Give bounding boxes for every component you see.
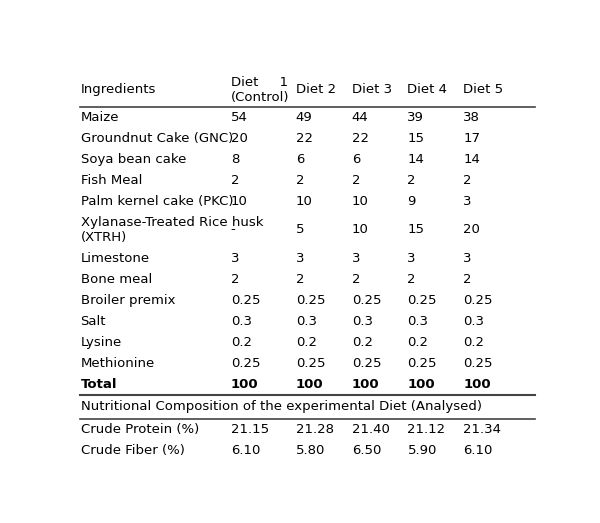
Text: 9: 9 bbox=[407, 195, 416, 208]
Text: Palm kernel cake (PKC): Palm kernel cake (PKC) bbox=[80, 195, 233, 208]
Text: 2: 2 bbox=[296, 273, 304, 286]
Text: Groundnut Cake (GNC): Groundnut Cake (GNC) bbox=[80, 132, 233, 145]
Text: 0.3: 0.3 bbox=[296, 315, 317, 328]
Text: 100: 100 bbox=[352, 378, 379, 391]
Text: 20: 20 bbox=[463, 223, 480, 236]
Text: 10: 10 bbox=[296, 195, 313, 208]
Text: 2: 2 bbox=[352, 174, 360, 187]
Text: 14: 14 bbox=[407, 153, 424, 166]
Text: 100: 100 bbox=[296, 378, 323, 391]
Text: 0.25: 0.25 bbox=[231, 294, 260, 307]
Text: 2: 2 bbox=[296, 174, 304, 187]
Text: 100: 100 bbox=[407, 378, 435, 391]
Text: 2: 2 bbox=[352, 273, 360, 286]
Text: -: - bbox=[231, 223, 236, 236]
Text: 2: 2 bbox=[463, 273, 472, 286]
Text: Ingredients: Ingredients bbox=[80, 84, 156, 96]
Text: 2: 2 bbox=[407, 174, 416, 187]
Text: 39: 39 bbox=[407, 111, 424, 124]
Text: 0.2: 0.2 bbox=[407, 336, 428, 349]
Text: Limestone: Limestone bbox=[80, 252, 150, 265]
Text: 2: 2 bbox=[231, 174, 239, 187]
Text: 0.25: 0.25 bbox=[352, 357, 381, 370]
Text: 3: 3 bbox=[231, 252, 239, 265]
Text: Fish Meal: Fish Meal bbox=[80, 174, 142, 187]
Text: 0.2: 0.2 bbox=[231, 336, 252, 349]
Text: 6: 6 bbox=[296, 153, 304, 166]
Text: 0.25: 0.25 bbox=[296, 357, 325, 370]
Text: 0.2: 0.2 bbox=[352, 336, 373, 349]
Text: 2: 2 bbox=[407, 273, 416, 286]
Text: 5: 5 bbox=[296, 223, 304, 236]
Text: 3: 3 bbox=[463, 195, 472, 208]
Text: 2: 2 bbox=[463, 174, 472, 187]
Text: Diet 4: Diet 4 bbox=[407, 84, 448, 96]
Text: 0.25: 0.25 bbox=[407, 357, 437, 370]
Text: 22: 22 bbox=[296, 132, 313, 145]
Text: Maize: Maize bbox=[80, 111, 119, 124]
Text: Crude Protein (%): Crude Protein (%) bbox=[80, 423, 199, 436]
Text: 3: 3 bbox=[407, 252, 416, 265]
Text: 54: 54 bbox=[231, 111, 248, 124]
Text: 0.3: 0.3 bbox=[463, 315, 484, 328]
Text: 0.25: 0.25 bbox=[407, 294, 437, 307]
Text: Salt: Salt bbox=[80, 315, 106, 328]
Text: Diet 5: Diet 5 bbox=[463, 84, 503, 96]
Text: 10: 10 bbox=[352, 195, 368, 208]
Text: Diet     1
(Control): Diet 1 (Control) bbox=[231, 76, 289, 104]
Text: Soya bean cake: Soya bean cake bbox=[80, 153, 186, 166]
Text: 100: 100 bbox=[463, 378, 491, 391]
Text: Methionine: Methionine bbox=[80, 357, 155, 370]
Text: Nutritional Composition of the experimental Diet (Analysed): Nutritional Composition of the experimen… bbox=[80, 400, 482, 413]
Text: Crude Fiber (%): Crude Fiber (%) bbox=[80, 444, 184, 457]
Text: 0.25: 0.25 bbox=[352, 294, 381, 307]
Text: Broiler premix: Broiler premix bbox=[80, 294, 175, 307]
Text: Bone meal: Bone meal bbox=[80, 273, 152, 286]
Text: Diet 2: Diet 2 bbox=[296, 84, 336, 96]
Text: 0.25: 0.25 bbox=[231, 357, 260, 370]
Text: 20: 20 bbox=[231, 132, 248, 145]
Text: 6.10: 6.10 bbox=[231, 444, 260, 457]
Text: 17: 17 bbox=[463, 132, 480, 145]
Text: 21.12: 21.12 bbox=[407, 423, 446, 436]
Text: 3: 3 bbox=[463, 252, 472, 265]
Text: 0.3: 0.3 bbox=[231, 315, 252, 328]
Text: 0.2: 0.2 bbox=[296, 336, 317, 349]
Text: 22: 22 bbox=[352, 132, 368, 145]
Text: 44: 44 bbox=[352, 111, 368, 124]
Text: 5.80: 5.80 bbox=[296, 444, 325, 457]
Text: Diet 3: Diet 3 bbox=[352, 84, 392, 96]
Text: 21.15: 21.15 bbox=[231, 423, 269, 436]
Text: 21.28: 21.28 bbox=[296, 423, 334, 436]
Text: 2: 2 bbox=[231, 273, 239, 286]
Text: 49: 49 bbox=[296, 111, 313, 124]
Text: 0.3: 0.3 bbox=[352, 315, 373, 328]
Text: 10: 10 bbox=[231, 195, 248, 208]
Text: 15: 15 bbox=[407, 132, 424, 145]
Text: Total: Total bbox=[80, 378, 117, 391]
Text: 100: 100 bbox=[231, 378, 259, 391]
Text: 0.3: 0.3 bbox=[407, 315, 428, 328]
Text: 10: 10 bbox=[352, 223, 368, 236]
Text: 3: 3 bbox=[352, 252, 360, 265]
Text: 0.25: 0.25 bbox=[463, 294, 493, 307]
Text: 6: 6 bbox=[352, 153, 360, 166]
Text: 21.34: 21.34 bbox=[463, 423, 501, 436]
Text: 15: 15 bbox=[407, 223, 424, 236]
Text: Xylanase-Treated Rice husk
(XTRH): Xylanase-Treated Rice husk (XTRH) bbox=[80, 215, 263, 244]
Text: 14: 14 bbox=[463, 153, 480, 166]
Text: 38: 38 bbox=[463, 111, 480, 124]
Text: 3: 3 bbox=[296, 252, 304, 265]
Text: 0.25: 0.25 bbox=[463, 357, 493, 370]
Text: 0.2: 0.2 bbox=[463, 336, 484, 349]
Text: 8: 8 bbox=[231, 153, 239, 166]
Text: 6.10: 6.10 bbox=[463, 444, 493, 457]
Text: 21.40: 21.40 bbox=[352, 423, 389, 436]
Text: Lysine: Lysine bbox=[80, 336, 122, 349]
Text: 5.90: 5.90 bbox=[407, 444, 437, 457]
Text: 6.50: 6.50 bbox=[352, 444, 381, 457]
Text: 0.25: 0.25 bbox=[296, 294, 325, 307]
